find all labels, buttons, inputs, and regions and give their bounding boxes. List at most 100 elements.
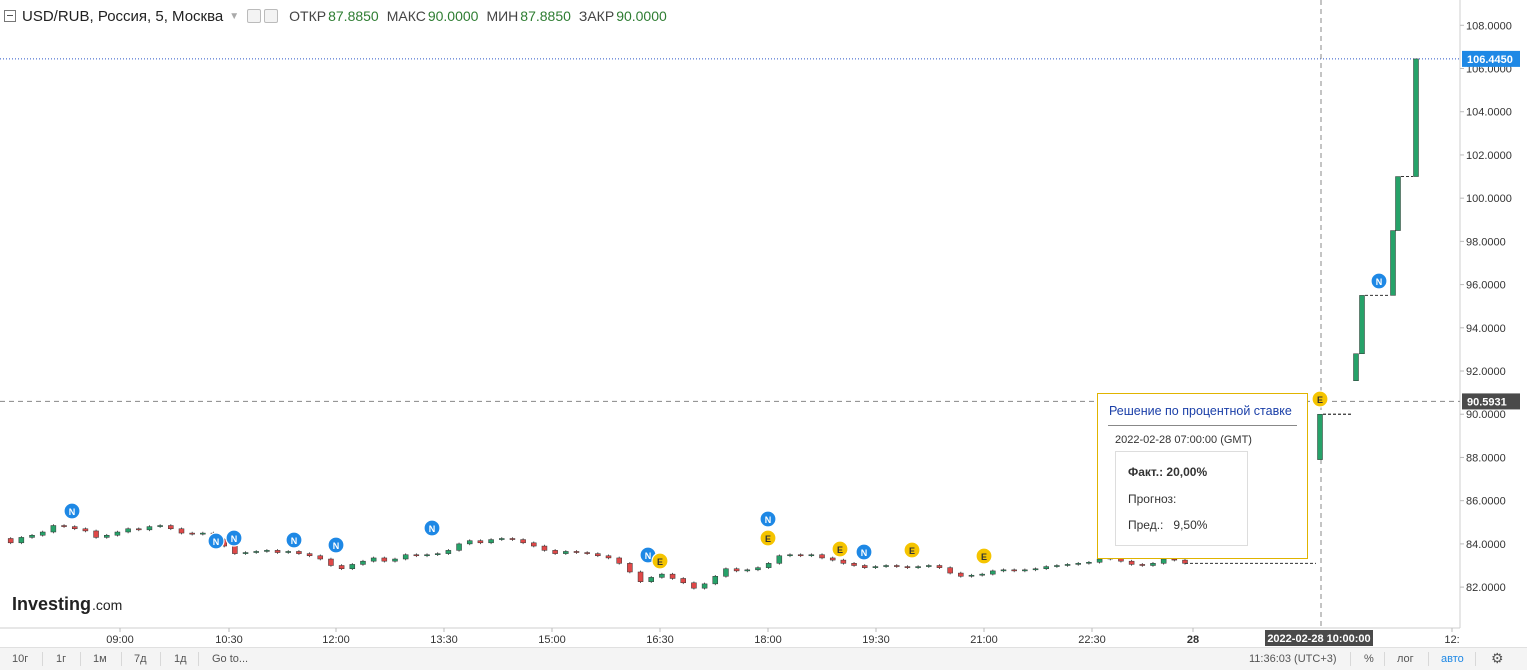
candle[interactable] — [776, 555, 783, 564]
news-event-marker[interactable] — [225, 529, 243, 547]
range-10y-button[interactable]: 10г — [12, 653, 29, 665]
candle[interactable] — [797, 554, 804, 557]
candle[interactable] — [413, 554, 420, 557]
range-1y-button[interactable]: 1г — [56, 653, 67, 665]
candle[interactable] — [1160, 558, 1167, 564]
candle[interactable] — [605, 555, 612, 559]
candle[interactable] — [1171, 558, 1178, 561]
goto-button[interactable]: Go to... — [212, 653, 249, 665]
candle[interactable] — [637, 571, 644, 582]
candle[interactable] — [242, 552, 249, 554]
settings-small-icon[interactable] — [264, 9, 279, 23]
economic-event-marker[interactable] — [759, 529, 777, 547]
candle[interactable] — [50, 525, 57, 533]
candle[interactable] — [669, 573, 676, 579]
price-chart[interactable]: 82.0000 84.0000 86.0000 88.0000 90.0000 92.00… — [0, 0, 1527, 647]
candle[interactable] — [861, 565, 868, 568]
candle[interactable] — [274, 550, 281, 553]
candle[interactable] — [466, 540, 473, 545]
candle[interactable] — [381, 557, 388, 562]
news-event-marker[interactable] — [285, 531, 303, 549]
candle[interactable] — [18, 537, 25, 544]
candle[interactable] — [915, 566, 921, 568]
candle[interactable] — [936, 565, 943, 568]
candle[interactable] — [1150, 563, 1156, 566]
percent-toggle[interactable]: % — [1364, 653, 1374, 665]
candle[interactable] — [1064, 564, 1071, 566]
candle[interactable] — [520, 539, 526, 544]
candle[interactable] — [733, 568, 740, 572]
candle[interactable] — [744, 569, 751, 572]
candle[interactable] — [253, 551, 259, 553]
candle[interactable] — [477, 540, 484, 544]
candle[interactable] — [1359, 295, 1365, 354]
candle[interactable] — [904, 566, 911, 568]
candle[interactable] — [296, 551, 302, 554]
candle[interactable] — [93, 530, 99, 538]
news-event-marker[interactable] — [327, 536, 345, 554]
candle[interactable] — [691, 582, 697, 589]
candle[interactable] — [456, 543, 462, 551]
candle[interactable] — [990, 570, 996, 575]
news-event-marker[interactable] — [63, 502, 81, 520]
candle[interactable] — [563, 551, 569, 554]
candle[interactable] — [851, 563, 857, 566]
chevron-down-icon[interactable]: ▼ — [229, 10, 240, 22]
economic-event-marker[interactable] — [903, 541, 921, 559]
candle[interactable] — [1317, 413, 1323, 460]
candle[interactable] — [1096, 558, 1103, 563]
candle[interactable] — [1022, 569, 1028, 572]
candle[interactable] — [531, 542, 537, 547]
candle[interactable] — [680, 578, 686, 584]
candle[interactable] — [104, 534, 110, 538]
auto-toggle[interactable]: авто — [1441, 653, 1464, 665]
candle[interactable] — [573, 551, 580, 553]
candle[interactable] — [1413, 58, 1419, 177]
eye-icon[interactable] — [247, 9, 262, 23]
candle[interactable] — [61, 525, 67, 527]
candle[interactable] — [808, 554, 815, 557]
candle[interactable] — [424, 554, 430, 557]
candle[interactable] — [434, 553, 441, 555]
candle[interactable] — [712, 576, 719, 585]
candle[interactable] — [787, 554, 793, 557]
candle[interactable] — [1086, 562, 1092, 564]
candle[interactable] — [883, 565, 889, 567]
symbol-title[interactable]: USD/RUB, Россия, 5, Москва — [22, 7, 224, 25]
candle[interactable] — [819, 554, 825, 559]
candle[interactable] — [114, 531, 121, 536]
candle[interactable] — [840, 559, 847, 564]
candle[interactable] — [200, 532, 206, 535]
candle[interactable] — [584, 552, 590, 554]
candle[interactable] — [29, 534, 35, 538]
clock[interactable]: 11:36:03 (UTC+3) — [1249, 653, 1337, 665]
candle[interactable] — [232, 545, 238, 554]
candle[interactable] — [509, 538, 516, 540]
candle[interactable] — [125, 528, 131, 533]
candle[interactable] — [1000, 569, 1007, 572]
candle[interactable] — [1032, 568, 1039, 571]
candle[interactable] — [595, 553, 601, 557]
candle[interactable] — [968, 574, 975, 577]
log-toggle[interactable]: лог — [1397, 653, 1414, 665]
candle[interactable] — [370, 557, 377, 562]
candle[interactable] — [499, 538, 505, 540]
candle[interactable] — [829, 557, 836, 561]
candle[interactable] — [285, 551, 291, 553]
candle[interactable] — [178, 528, 185, 534]
candle[interactable] — [1128, 560, 1135, 565]
candle[interactable] — [264, 550, 270, 552]
news-event-marker[interactable] — [207, 532, 225, 550]
candle[interactable] — [306, 553, 313, 557]
candle[interactable] — [947, 567, 953, 574]
candle[interactable] — [1075, 563, 1081, 565]
candle[interactable] — [1139, 564, 1146, 566]
candle[interactable] — [402, 554, 409, 560]
candle[interactable] — [146, 526, 153, 531]
candle[interactable] — [136, 528, 142, 531]
news-event-marker[interactable] — [423, 519, 441, 537]
range-1m-button[interactable]: 1м — [93, 653, 107, 665]
candle[interactable] — [755, 567, 761, 571]
economic-event-marker[interactable] — [651, 552, 669, 570]
candle[interactable] — [349, 564, 356, 569]
